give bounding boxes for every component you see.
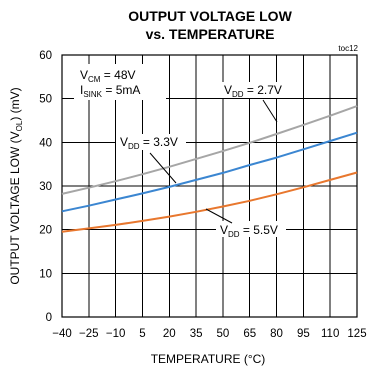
vcm-condition: VCM = 48V xyxy=(80,68,136,84)
leader-line xyxy=(205,208,233,224)
series-label-5p5v: VDD = 5.5V xyxy=(205,208,286,239)
y-tick-label: 20 xyxy=(39,225,52,237)
figure-tag: toc12 xyxy=(338,44,358,53)
x-tick-label: 125 xyxy=(347,328,366,340)
y-tick-label: 30 xyxy=(39,181,52,193)
x-axis-label: TEMPERATURE (°C) xyxy=(151,352,266,366)
grid xyxy=(61,54,358,318)
label-background xyxy=(220,82,290,98)
chart-title: OUTPUT VOLTAGE LOW xyxy=(128,8,292,24)
series-label-3p3v: VDD = 3.3V xyxy=(116,134,186,184)
x-tick-label: 110 xyxy=(321,328,339,340)
label-background xyxy=(216,221,286,237)
isink-condition: ISINK = 5mA xyxy=(80,83,140,99)
x-tick-label: 80 xyxy=(270,328,283,340)
x-tick-label: 95 xyxy=(297,328,310,340)
series-line-2 xyxy=(61,171,358,233)
series-lines xyxy=(61,105,358,233)
label-text: VDD = 5.5V xyxy=(220,223,278,239)
y-tick-label: 40 xyxy=(39,137,52,149)
x-tick-label: −25 xyxy=(79,328,99,340)
x-tick-label: 20 xyxy=(163,328,176,340)
leader-line xyxy=(149,152,177,184)
plot-border xyxy=(61,54,358,318)
y-tick-label: 60 xyxy=(39,50,52,62)
y-axis-label: OUTPUT VOLTAGE LOW (VOL) (mV) xyxy=(8,87,24,284)
x-tick-label: 35 xyxy=(190,328,203,340)
tick-labels: −40 −25 −10 5 20 35 50 65 80 95 110 125 0 10 20 30 40 50 6… xyxy=(39,50,366,340)
label-text: VDD = 3.3V xyxy=(120,135,178,151)
x-tick-label: 50 xyxy=(217,328,230,340)
series-line-1 xyxy=(61,131,358,213)
label-text: VDD = 2.7V xyxy=(224,83,282,99)
x-tick-label: −10 xyxy=(106,328,126,340)
conditions-annotation: VCM = 48V ISINK = 5mA xyxy=(74,64,166,100)
y-tick-label: 0 xyxy=(46,312,52,324)
label-background xyxy=(116,134,186,150)
series-label-2p7v: VDD = 2.7V xyxy=(220,82,290,123)
chart-subtitle: vs. TEMPERATURE xyxy=(146,26,275,42)
y-tick-label: 10 xyxy=(39,268,52,280)
x-tick-label: −40 xyxy=(52,328,72,340)
x-tick-label: 65 xyxy=(243,328,256,340)
series-line-0 xyxy=(61,105,358,195)
y-tick-label: 50 xyxy=(39,94,52,106)
x-tick-label: 5 xyxy=(139,328,145,340)
conditions-background xyxy=(74,64,166,100)
leader-line xyxy=(262,99,278,123)
